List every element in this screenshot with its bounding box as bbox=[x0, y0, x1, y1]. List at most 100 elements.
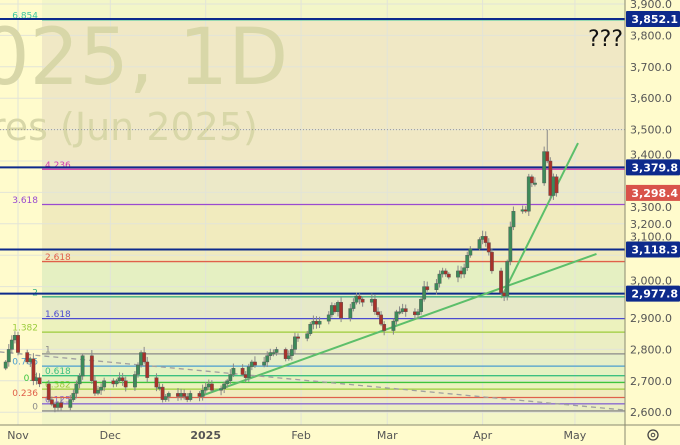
price-level-tag bbox=[626, 159, 680, 176]
candle bbox=[203, 386, 208, 391]
candle bbox=[46, 383, 51, 400]
candle bbox=[16, 335, 20, 353]
candle bbox=[425, 286, 430, 290]
candle bbox=[114, 380, 119, 385]
candle bbox=[545, 151, 550, 162]
fib-band bbox=[42, 389, 625, 398]
candle bbox=[225, 380, 230, 385]
price-level-tag-label: 2,977.8 bbox=[631, 288, 678, 301]
watermark-symbol: 025, 1D bbox=[0, 13, 288, 103]
candle bbox=[293, 336, 297, 350]
candle bbox=[483, 236, 488, 243]
fib-band bbox=[42, 169, 625, 205]
candle bbox=[80, 355, 85, 377]
price-axis-tick-label: 3,700.0 bbox=[630, 61, 672, 74]
candle bbox=[166, 393, 171, 397]
price-level-tag-label: 3,379.8 bbox=[631, 161, 678, 174]
price-level-tag bbox=[626, 285, 680, 302]
candle bbox=[446, 273, 451, 278]
candle bbox=[394, 311, 399, 322]
candle bbox=[188, 393, 193, 400]
candle bbox=[542, 151, 547, 184]
candle bbox=[71, 393, 76, 400]
gear-icon[interactable] bbox=[647, 429, 659, 441]
fib-level-label: 3.618 bbox=[12, 196, 38, 206]
candle bbox=[382, 324, 387, 331]
price-level-tag-label: 3,852.1 bbox=[631, 13, 678, 26]
candle bbox=[462, 267, 467, 275]
candle bbox=[437, 273, 442, 284]
fib-band bbox=[42, 382, 625, 390]
price-axis-tick-label: 3,800.0 bbox=[630, 29, 672, 42]
fib-level-label: 0 bbox=[32, 402, 38, 412]
candle bbox=[9, 339, 14, 350]
trendline[interactable] bbox=[0, 351, 625, 411]
fib-level-label: 1 bbox=[45, 345, 51, 355]
trendline[interactable] bbox=[199, 253, 597, 398]
time-axis-tick-label: Apr bbox=[473, 429, 493, 442]
price-axis-tick-label: 3,100.0 bbox=[630, 230, 672, 243]
price-axis-tick-label: 3,500.0 bbox=[630, 124, 672, 137]
candle bbox=[376, 311, 380, 316]
candle bbox=[511, 211, 516, 228]
price-level-tag bbox=[626, 241, 680, 258]
candle bbox=[486, 242, 491, 253]
candle bbox=[443, 270, 448, 275]
candle bbox=[74, 383, 79, 394]
candle bbox=[554, 176, 559, 194]
candle bbox=[296, 336, 300, 339]
candle bbox=[102, 380, 107, 388]
price-level-tag-label: 3,118.3 bbox=[631, 243, 678, 256]
price-axis[interactable] bbox=[625, 0, 680, 445]
price-axis-tick-label: 3,300.0 bbox=[630, 201, 672, 214]
candle bbox=[305, 333, 310, 339]
gear-icon-center bbox=[650, 432, 656, 438]
settings-button[interactable] bbox=[647, 429, 659, 441]
watermark-description: res (Jun 2025) bbox=[0, 105, 258, 149]
fib-band bbox=[42, 353, 625, 367]
candle bbox=[200, 390, 205, 397]
fib-band bbox=[42, 332, 625, 354]
fib-level-label: 1.618 bbox=[45, 310, 71, 320]
candle bbox=[246, 366, 251, 378]
time-axis-tick-label: 2025 bbox=[190, 429, 221, 442]
trendline[interactable] bbox=[500, 142, 579, 299]
price-axis-tick-label: 2,800.0 bbox=[630, 343, 672, 356]
fib-band bbox=[42, 318, 625, 333]
candle bbox=[357, 295, 362, 300]
price-axis-tick-label: 3,000.0 bbox=[630, 275, 672, 288]
candle bbox=[182, 393, 187, 397]
time-axis-tick-label: Nov bbox=[7, 429, 29, 442]
fib-band bbox=[42, 366, 625, 376]
candle bbox=[123, 380, 128, 388]
candle bbox=[533, 182, 537, 185]
fib-level-label: 0.786 bbox=[12, 358, 38, 368]
price-axis-tick-label: 3,600.0 bbox=[630, 92, 672, 105]
candle bbox=[37, 377, 42, 385]
fib-level-label: 6.854 bbox=[12, 11, 38, 21]
time-axis-tick-label: Mar bbox=[377, 429, 398, 442]
fib-band bbox=[42, 397, 625, 404]
candle bbox=[77, 375, 82, 385]
candle bbox=[391, 320, 396, 331]
time-axis[interactable]: Nov Dec 2025 Feb Mar Apr May bbox=[7, 429, 587, 442]
price-axis-tick-label: 3,900.0 bbox=[630, 0, 672, 11]
candle bbox=[489, 251, 494, 272]
fib-band bbox=[42, 19, 625, 170]
candle bbox=[240, 368, 245, 375]
candle bbox=[136, 364, 140, 375]
candle bbox=[142, 352, 147, 363]
fib-level-label: 0.382 bbox=[45, 381, 71, 391]
candle bbox=[222, 383, 227, 389]
candle bbox=[526, 176, 531, 212]
candle bbox=[508, 226, 513, 262]
fib-level-label: 2.618 bbox=[45, 253, 71, 263]
candle bbox=[68, 399, 73, 408]
candle bbox=[499, 270, 503, 294]
candle bbox=[253, 361, 257, 366]
candle bbox=[3, 361, 8, 369]
price-axis-tick-label: 2,700.0 bbox=[630, 375, 672, 388]
candle bbox=[434, 283, 439, 290]
